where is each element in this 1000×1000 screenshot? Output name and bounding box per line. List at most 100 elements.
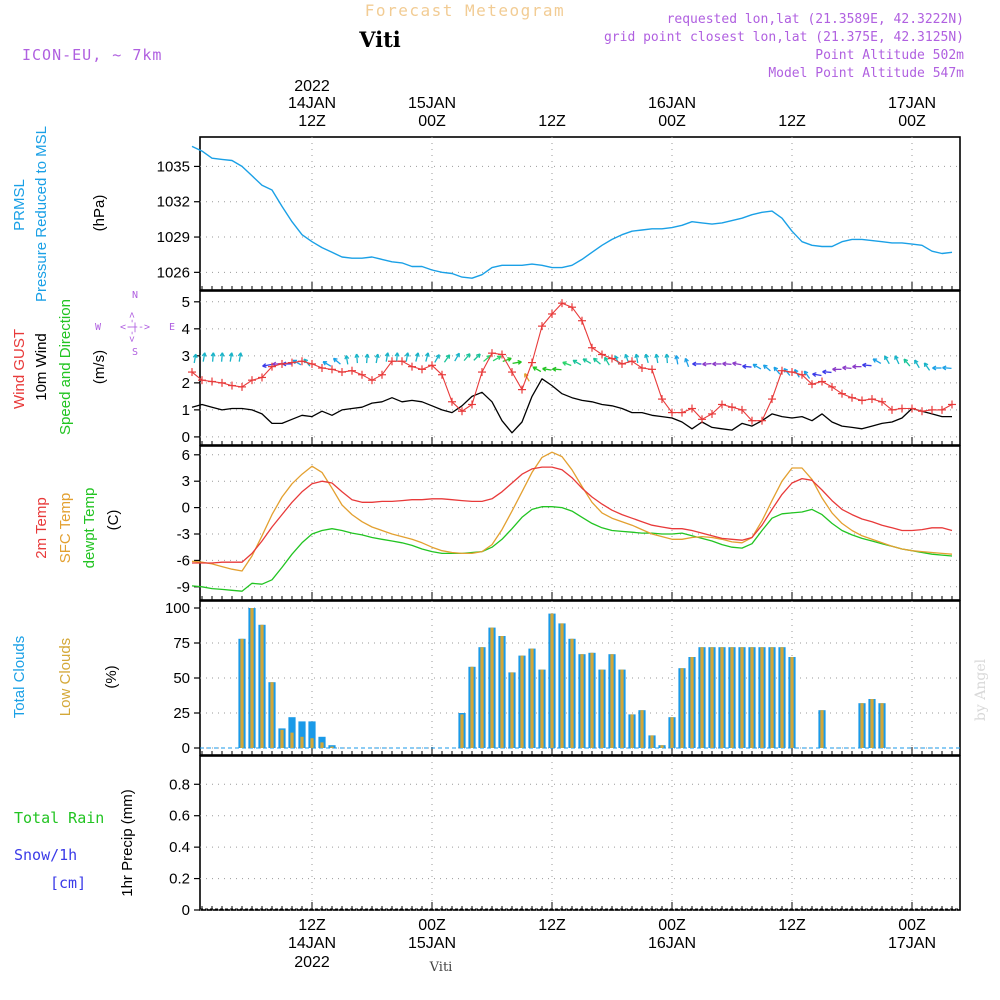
y-tick-label: 0 <box>182 500 190 517</box>
wind-direction-arrow <box>434 354 440 363</box>
low-clouds-bar <box>570 638 574 748</box>
wind-gust-marker <box>698 415 706 424</box>
low-clouds-bar <box>460 714 464 748</box>
low-clouds-bar <box>750 647 754 748</box>
wind-gust-marker <box>278 359 286 368</box>
time-label: 15JAN <box>408 935 456 952</box>
low-clouds-bar <box>720 647 724 748</box>
wind-gust-marker <box>668 408 676 417</box>
wind-gust-marker <box>458 407 466 416</box>
wind-direction-arrow <box>942 365 952 371</box>
wind-gust-marker <box>888 405 896 414</box>
low-clouds-bar <box>250 608 254 748</box>
low-clouds-bar <box>500 636 504 748</box>
cloud-panel-labels: Total Clouds Low Clouds (%) <box>11 636 120 719</box>
low-clouds-bar <box>600 669 604 748</box>
wind-direction-arrow <box>237 352 243 362</box>
prmsl-label: PRMSL <box>11 179 28 231</box>
time-label: 2022 <box>294 954 330 971</box>
wind-direction-arrow <box>742 364 752 370</box>
wind-direction-arrow <box>664 353 670 364</box>
wind-gust-marker <box>908 404 916 413</box>
total-clouds-bar <box>298 721 306 748</box>
low-clouds-bar <box>490 627 494 748</box>
wind-gust-marker <box>758 416 766 425</box>
wind-direction-arrow <box>702 361 712 367</box>
temperature-panel-labels: 2m Temp SFC Temp dewpt Temp (C) <box>33 488 122 569</box>
y-tick-label: -9 <box>177 579 190 596</box>
wind-direction-arrow <box>424 352 430 362</box>
wind-direction-arrow <box>463 353 471 362</box>
compass-north: N <box>132 290 138 301</box>
time-label: 00Z <box>898 113 926 130</box>
wind-gust-marker <box>878 397 886 406</box>
wind-gust-marker <box>858 396 866 405</box>
wind-panel: 0 1 2 3 4 5 <box>182 290 961 446</box>
time-label: 12Z <box>538 113 566 130</box>
temp-unit-label: (C) <box>105 510 122 531</box>
wind-direction-arrow <box>228 352 234 362</box>
wind-direction-arrow <box>752 363 762 370</box>
wind-gust-marker <box>688 404 696 413</box>
wind-direction-arrow <box>192 353 198 364</box>
wind-direction-arrow <box>644 353 650 364</box>
y-tick-label: 1035 <box>157 158 190 175</box>
wind-direction-arrow <box>773 366 781 375</box>
low-clouds-bar <box>620 669 624 748</box>
wind-direction-arrow <box>512 359 522 365</box>
low-clouds-bar <box>680 668 684 748</box>
pressure-series-line <box>191 145 953 279</box>
wind-gust-marker <box>578 316 586 325</box>
wind-gust-marker <box>658 395 666 404</box>
low-clouds-bar <box>240 638 244 748</box>
wind-gust-marker <box>198 376 206 385</box>
wind-direction-arrow <box>354 353 360 364</box>
panel-frame <box>199 755 961 911</box>
y-tick-label: 0.8 <box>169 776 190 793</box>
wind-gust-marker <box>788 368 796 377</box>
y-tick-label: 50 <box>173 670 190 687</box>
wind-gust-marker <box>418 365 426 374</box>
wind-gust-marker <box>518 385 526 394</box>
wind-gust-marker <box>538 322 546 331</box>
y-tick-label: 0 <box>182 740 190 757</box>
y-tick-label: 25 <box>173 705 190 722</box>
wind-gust-marker <box>548 309 556 318</box>
wind-direction-arrow <box>374 353 380 364</box>
time-label: 00Z <box>658 113 686 130</box>
wind-gust-marker <box>948 400 956 409</box>
wind-direction-arrow <box>604 356 610 366</box>
low-clouds-bar <box>480 647 484 748</box>
wind-gust-marker <box>648 365 656 374</box>
time-label: 00Z <box>418 917 446 934</box>
wind-gust-marker <box>728 403 736 412</box>
low-clouds-bar <box>300 736 304 748</box>
time-label: 12Z <box>298 917 326 934</box>
panel-frame <box>199 290 961 446</box>
wind-direction-arrow <box>862 362 872 368</box>
panel-frame <box>199 445 961 601</box>
wind-gust-marker <box>588 343 596 352</box>
wind-gust-marker <box>238 382 246 391</box>
wind-gust-marker <box>248 376 256 385</box>
wind-unit-label: (m/s) <box>91 350 108 384</box>
y-tick-label: 5 <box>182 294 190 311</box>
wind-gust-marker <box>298 357 306 366</box>
low-clouds-bar <box>630 714 634 748</box>
y-tick-label: 0.6 <box>169 808 190 825</box>
point-altitude: Point Altitude 502m <box>815 48 964 63</box>
time-label: 14JAN <box>288 95 336 112</box>
y-tick-label: 100 <box>165 600 190 617</box>
wind-gust-marker <box>448 397 456 406</box>
y-tick-label: 4 <box>182 321 190 338</box>
time-label: 12Z <box>538 917 566 934</box>
low-clouds-bar <box>320 742 324 748</box>
wind-direction-arrow <box>322 361 332 367</box>
wind-direction-arrow <box>394 352 400 362</box>
watermark: by Angel <box>973 658 989 721</box>
low-clouds-bar <box>650 735 654 748</box>
y-tick-label: -3 <box>177 526 190 543</box>
wind-direction-arrow <box>384 352 390 362</box>
wind-panel-labels: Wind GUST 10m Wind Speed and Direction (… <box>11 290 175 435</box>
